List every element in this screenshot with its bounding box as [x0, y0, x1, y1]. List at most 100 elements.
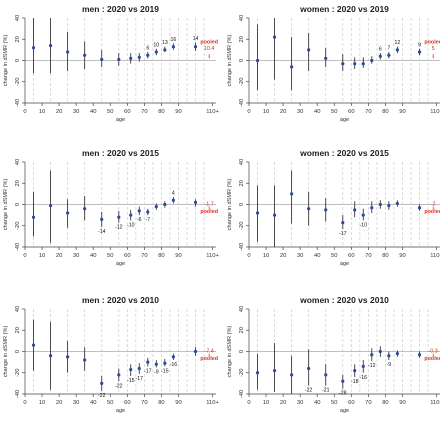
pooled-label: pooled — [200, 356, 218, 362]
y-tick-label: 0 — [15, 350, 21, 353]
data-point — [378, 349, 382, 354]
x-tick-label: 20 — [56, 253, 62, 259]
data-label: -16 — [170, 362, 178, 368]
y-tick-label: 0 — [239, 59, 245, 62]
data-label: -9 — [387, 362, 392, 368]
data-point — [31, 46, 36, 50]
x-tick-label: 20 — [280, 253, 286, 259]
x-tick-label: 60 — [124, 109, 130, 115]
x-tick-label: 10 — [263, 109, 269, 115]
data-label: -22 — [98, 393, 106, 399]
x-tick-label: 40 — [314, 400, 320, 406]
x-axis-label: age — [340, 261, 349, 267]
data-label: -6 — [137, 217, 142, 223]
data-label: -21 — [322, 388, 330, 394]
x-tick-label: 20 — [280, 400, 286, 406]
y-tick-label: -20 — [239, 369, 245, 377]
x-tick-label: 0 — [247, 253, 250, 259]
data-point — [117, 57, 121, 62]
y-axis-label: change in dSMR (%) — [227, 326, 233, 378]
x-tick-label: 90 — [175, 109, 181, 115]
data-label: -9 — [154, 369, 159, 375]
data-point — [395, 352, 399, 356]
data-point — [193, 349, 198, 354]
panel-title: men : 2020 vs 2019 — [82, 4, 159, 14]
x-tick-label: 80 — [382, 109, 388, 115]
data-point — [353, 62, 357, 66]
pooled-label: pooled — [424, 356, 440, 362]
data-label: -16 — [360, 375, 368, 381]
x-tick-label: 40 — [314, 253, 320, 259]
data-point — [163, 48, 167, 52]
data-point — [100, 57, 104, 62]
x-tick-label: 30 — [73, 400, 79, 406]
pooled-label: pooled — [200, 209, 218, 215]
data-point — [324, 373, 328, 377]
data-label: 14 — [193, 36, 199, 42]
data-point — [417, 206, 422, 210]
data-label: -12 — [368, 363, 376, 369]
y-tick-label: -40 — [15, 243, 21, 251]
panel-title: women : 2020 vs 2015 — [299, 148, 389, 158]
y-tick-label: 40 — [239, 306, 245, 312]
data-point — [417, 353, 422, 357]
y-tick-label: -40 — [239, 99, 245, 107]
data-point — [255, 371, 260, 375]
panel-5: men : 2020 vs 2010 -40 -20 0 20 40 change in d… — [3, 295, 220, 414]
data-point — [324, 56, 328, 60]
data-label: 4 — [172, 191, 175, 197]
y-tick-label: 20 — [15, 180, 21, 186]
data-point — [255, 58, 260, 63]
x-axis-label: age — [116, 261, 125, 267]
y-tick-label: 40 — [239, 15, 245, 21]
x-tick-label: 110+ — [430, 400, 440, 406]
data-point — [370, 353, 374, 357]
panel-1: men : 2020 vs 2019 -40 -20 0 20 40 change in d… — [3, 4, 220, 123]
data-point — [193, 200, 198, 204]
data-label: -22 — [115, 383, 123, 389]
data-point — [146, 360, 150, 364]
pooled-label: pooled — [200, 40, 218, 46]
y-tick-label: -20 — [239, 78, 245, 86]
data-point — [117, 373, 121, 377]
data-point — [307, 366, 311, 371]
x-tick-label: 40 — [90, 109, 96, 115]
data-point — [387, 354, 391, 358]
data-point — [163, 202, 167, 207]
panel-title: women : 2020 vs 2010 — [299, 295, 389, 305]
data-point — [117, 215, 121, 219]
data-point — [66, 355, 70, 359]
x-tick-label: 0 — [247, 400, 250, 406]
data-point — [370, 58, 374, 63]
y-tick-label: 20 — [239, 327, 245, 333]
x-tick-label: 70 — [141, 109, 147, 115]
x-tick-label: 20 — [56, 400, 62, 406]
x-tick-label: 80 — [382, 400, 388, 406]
data-point — [387, 53, 391, 57]
data-point — [31, 343, 36, 347]
x-tick-label: 0 — [247, 109, 250, 115]
x-tick-label: 70 — [365, 400, 371, 406]
data-point — [290, 65, 294, 69]
pooled-value: -7.4 — [205, 349, 214, 355]
data-label: 16 — [170, 37, 176, 43]
pooled-value: -0.3 — [429, 349, 438, 355]
x-tick-label: 110+ — [430, 253, 440, 259]
data-point — [48, 44, 53, 48]
data-point — [370, 206, 374, 210]
data-point — [272, 213, 277, 217]
data-point — [361, 62, 365, 66]
x-tick-label: 50 — [331, 253, 337, 259]
data-point — [387, 203, 391, 208]
x-tick-label: 10 — [39, 253, 45, 259]
data-point — [193, 45, 198, 49]
y-tick-label: -40 — [15, 99, 21, 107]
data-point — [171, 198, 175, 202]
data-point — [129, 56, 133, 60]
y-tick-label: -40 — [239, 243, 245, 251]
x-tick-label: 90 — [175, 253, 181, 259]
data-point — [48, 203, 53, 208]
x-axis-label: age — [340, 408, 349, 414]
x-tick-label: 80 — [158, 109, 164, 115]
